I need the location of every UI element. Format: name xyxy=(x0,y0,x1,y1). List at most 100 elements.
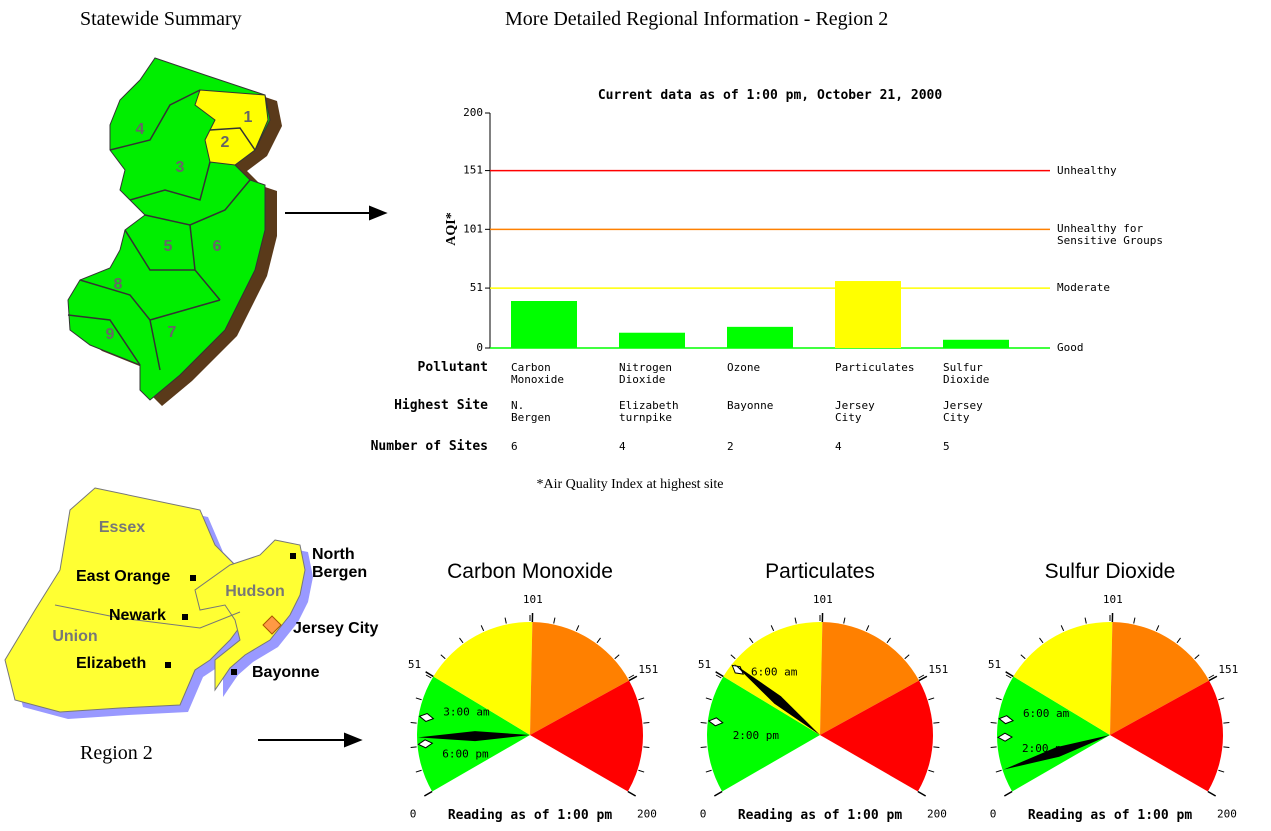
history-marker xyxy=(707,717,724,727)
gauge-band xyxy=(433,622,533,735)
history-label: 6:00 am xyxy=(751,665,798,678)
history-marker xyxy=(418,712,435,723)
gauge-minor-tick xyxy=(933,746,940,749)
reference-label: Unhealthy for Sensitive Groups xyxy=(1057,222,1163,248)
gauge-tick xyxy=(425,671,434,678)
gauge-tick-label: 51 xyxy=(988,658,1001,671)
reference-label: Good xyxy=(1057,341,1084,354)
gauge-minor-tick xyxy=(700,721,707,724)
table-cell: Bayonne xyxy=(727,399,774,412)
gauge-tick xyxy=(917,790,927,797)
city-label: Bayonne xyxy=(252,664,320,681)
table-cell: N. Bergen xyxy=(511,399,551,424)
category-label: Ozone xyxy=(727,361,761,374)
gauge-band xyxy=(530,622,630,735)
gauge-minor-tick xyxy=(415,769,422,773)
gauge-minor-tick xyxy=(1133,617,1136,624)
gauge-minor-tick xyxy=(1218,697,1225,701)
history-label: 2:00 pm xyxy=(733,729,780,742)
map-county xyxy=(194,539,306,692)
gauge-minor-tick xyxy=(1208,674,1215,679)
y-tick-label: 51 xyxy=(470,281,483,294)
gauge-tick-label: 200 xyxy=(927,808,947,821)
category-label: Particulates xyxy=(835,361,915,374)
arrow xyxy=(258,732,363,748)
page-title: More Detailed Regional Information - Reg… xyxy=(505,8,889,30)
gauge-tick xyxy=(627,790,637,797)
city-marker xyxy=(262,615,282,635)
map-title: Region 2 xyxy=(80,742,153,764)
city-label: East Orange xyxy=(76,568,171,585)
gauge-minor-tick xyxy=(628,674,635,679)
gauge-minor-tick xyxy=(596,637,601,644)
region-number: 7 xyxy=(168,324,177,341)
gauge-minor-tick xyxy=(415,697,422,701)
footnote: *Air Quality Index at highest site xyxy=(536,477,724,492)
gauge-minor-tick xyxy=(425,674,432,679)
history-marker xyxy=(417,739,434,749)
y-axis-label: AQI* xyxy=(444,212,459,246)
gauge-minor-tick xyxy=(886,637,891,644)
gauge-minor-tick xyxy=(1218,769,1225,773)
gauge-tick-label: 51 xyxy=(408,658,421,671)
gauge-minor-tick xyxy=(995,769,1002,773)
gauge-minor-tick xyxy=(459,637,464,644)
gauge-tick-label: 151 xyxy=(638,663,658,676)
gauge-tick-label: 51 xyxy=(698,658,711,671)
region-number: 1 xyxy=(244,109,253,126)
gauge-tick xyxy=(628,675,638,682)
page-title: Statewide Summary xyxy=(80,8,242,30)
region-number: 5 xyxy=(164,238,173,255)
gauge-title: Carbon Monoxide xyxy=(447,560,613,583)
category-label: Sulfur Dioxide xyxy=(943,361,990,386)
reference-label: Moderate xyxy=(1057,281,1110,295)
state-map xyxy=(67,57,282,406)
gauge-caption: Reading as of 1:00 pm xyxy=(447,808,613,823)
y-tick-label: 151 xyxy=(463,164,483,177)
gauge-minor-tick xyxy=(715,674,722,679)
region-number: 9 xyxy=(106,326,115,343)
table-cell: 4 xyxy=(619,440,626,453)
gauge-minor-tick xyxy=(638,697,645,701)
gauge-tick-label: 151 xyxy=(928,663,948,676)
gauge-tick xyxy=(1005,671,1014,678)
table-cell: 6 xyxy=(511,440,518,453)
gauge-minor-tick xyxy=(770,625,775,632)
gauge-tick xyxy=(713,790,723,797)
gauge-minor-tick xyxy=(1020,654,1026,660)
gauge-minor-tick xyxy=(794,617,797,624)
table-cell: 2 xyxy=(727,440,734,453)
gauge-minor-tick xyxy=(990,721,997,724)
gauge-minor-tick xyxy=(700,746,707,749)
map-border xyxy=(54,604,241,629)
gauge-band xyxy=(530,680,644,792)
category-label: Carbon Monoxide xyxy=(511,361,564,386)
city-markers xyxy=(165,553,296,675)
gauge-band xyxy=(1013,622,1113,735)
gauge-band xyxy=(723,622,823,735)
gauge-tick-label: 101 xyxy=(1103,593,1123,606)
gauge-tick-label: 151 xyxy=(1218,663,1238,676)
gauge-minor-tick xyxy=(990,746,997,749)
county-label: Hudson xyxy=(225,583,285,600)
y-tick-label: 101 xyxy=(463,222,483,235)
table-cell: Elizabeth turnpike xyxy=(619,399,679,424)
gauge-minor-tick xyxy=(918,674,925,679)
gauge-caption: Reading as of 1:00 pm xyxy=(1027,808,1193,823)
bar xyxy=(727,326,793,348)
city-label: North Bergen xyxy=(312,546,368,581)
gauge-band xyxy=(1110,622,1210,735)
bar xyxy=(619,332,685,348)
gauge-tick xyxy=(1208,675,1218,682)
y-tick-label: 0 xyxy=(476,341,483,354)
gauge-tick-label: 0 xyxy=(700,808,707,821)
gauge-band xyxy=(707,676,820,792)
gauge-title: Sulfur Dioxide xyxy=(1044,560,1176,583)
gauge-minor-tick xyxy=(553,617,556,624)
gauge-minor-tick xyxy=(643,721,650,724)
chart-title: Current data as of 1:00 pm, October 21, … xyxy=(597,88,943,103)
gauge-caption: Reading as of 1:00 pm xyxy=(737,808,903,823)
y-tick-label: 200 xyxy=(463,106,483,119)
gauge-band xyxy=(820,622,920,735)
